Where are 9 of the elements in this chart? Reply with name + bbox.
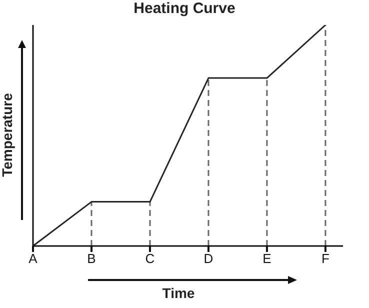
- x-tick-label: C: [145, 251, 155, 266]
- x-tick-label: E: [262, 251, 272, 266]
- x-axis-title: Time: [161, 285, 196, 301]
- x-tick-label: A: [28, 251, 38, 266]
- x-tick-label: B: [87, 251, 96, 266]
- x-tick-label: D: [204, 251, 214, 266]
- chart-title: Heating Curve: [132, 0, 236, 17]
- y-axis-title: Temperature: [0, 93, 15, 177]
- x-tick-label: F: [321, 251, 330, 266]
